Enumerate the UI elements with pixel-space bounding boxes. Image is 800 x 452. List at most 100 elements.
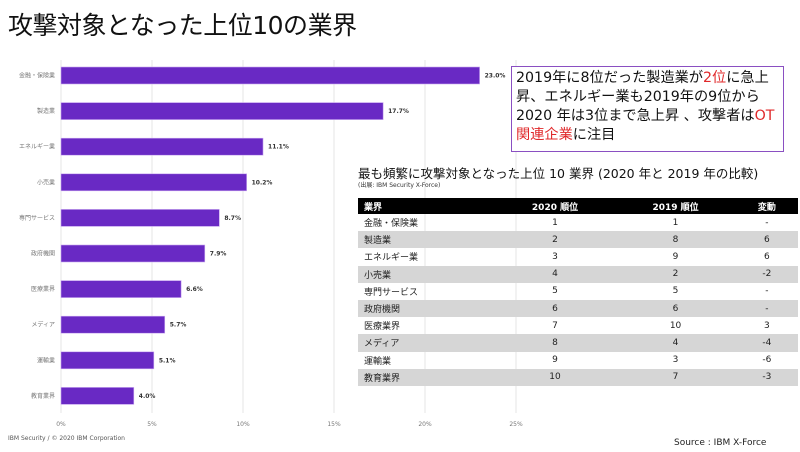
category-label: 小売業 — [37, 178, 55, 186]
source-note: Source : IBM X-Force — [674, 438, 767, 448]
callout-text: OT関連企業 — [516, 108, 775, 143]
page-title: 攻撃対象となった上位10の業界 — [8, 11, 357, 40]
table-cell: 運輸業 — [364, 356, 392, 367]
table-row: 医療業界 7 10 3 — [358, 317, 798, 334]
data-label: 4.0% — [139, 393, 156, 400]
table-cell: 7 — [615, 368, 736, 386]
x-tick-label: 25% — [509, 421, 523, 428]
table-header: 業界 2020 順位 2019 順位 変動 — [358, 198, 798, 214]
bar — [60, 351, 155, 370]
table-cell: 6 — [764, 251, 770, 262]
data-label: 17.7% — [388, 108, 409, 115]
x-tick-label: 15% — [327, 421, 341, 428]
table-cell: 1 — [672, 217, 679, 228]
bar — [60, 137, 264, 156]
table-cell: 4 — [615, 334, 736, 352]
table-cell: - — [735, 299, 798, 318]
table-cell: - — [765, 286, 769, 297]
table-cell: 9 — [672, 251, 679, 262]
bar — [60, 66, 480, 85]
callout-text: に注目 — [572, 127, 616, 143]
category-label: エネルギー業 — [19, 143, 55, 151]
table-row: メディア 8 4 -4 — [358, 334, 798, 352]
table-row: 製造業 2 8 6 — [358, 231, 798, 249]
bar — [60, 315, 166, 334]
table-cell: 8 — [615, 231, 736, 249]
table-cell: 2 — [615, 265, 736, 283]
table-cell: メディア — [358, 334, 495, 352]
x-tick-label: 5% — [147, 421, 157, 428]
table-cell: 6 — [615, 299, 736, 318]
table-row: 運輸業 9 3 -6 — [358, 352, 798, 369]
category-label: 製造業 — [37, 107, 55, 115]
x-tick-label: 10% — [236, 421, 250, 428]
data-label: 6.6% — [186, 286, 203, 293]
table-source: (出展: IBM Security X-Force) — [358, 182, 441, 189]
bar — [60, 280, 182, 298]
table-cell: 教育業界 — [358, 368, 495, 386]
x-tick-label: 0% — [56, 421, 66, 428]
table-row: 政府機関 6 6- — [358, 299, 798, 318]
data-label: 5.1% — [159, 357, 176, 364]
table-cell: 5 — [672, 286, 679, 297]
table-cell: 1 — [552, 217, 558, 228]
table-cell: 2 — [494, 231, 616, 249]
column-header: 2019 順位 — [615, 198, 736, 214]
category-label: 専門サービス — [19, 214, 55, 222]
category-label: 教育業界 — [31, 392, 55, 400]
table-cell: - — [765, 217, 769, 228]
callout-text: に急上昇、エネルギー業も2019年の9位から2020 年は3位まで急上昇 、攻撃… — [516, 70, 769, 124]
table-cell: 6 — [494, 299, 616, 318]
table-cell: 3 — [672, 355, 679, 366]
table-cell: 医療業界 — [364, 322, 401, 333]
table-cell: 10 — [669, 320, 682, 331]
bar — [60, 173, 247, 192]
x-tick-label: 20% — [418, 421, 432, 428]
table-row: エネルギー業 3 9 6 — [358, 248, 798, 265]
table-cell: 製造業 — [358, 231, 495, 249]
table-cell: 3 — [764, 320, 770, 331]
table-cell: -2 — [735, 265, 798, 283]
bar — [60, 244, 206, 263]
table-cell: -4 — [735, 334, 798, 352]
column-header: 変動 — [735, 198, 798, 214]
data-label: 10.2% — [252, 179, 273, 186]
table-cell: 金融・保険業 — [364, 219, 419, 230]
copyright-footer: IBM Security / © 2020 IBM Corporation — [8, 435, 125, 442]
table-title: 最も頻繁に攻撃対象となった上位 10 業界 (2020 年と 2019 年の比較… — [358, 166, 759, 181]
callout-text: 2019年に8位だった製造業が — [516, 70, 704, 86]
column-header: 業界 — [358, 198, 495, 214]
column-header: 2020 順位 — [494, 198, 616, 214]
bar — [60, 387, 135, 405]
table-cell: 10 — [494, 368, 616, 386]
table-cell: 3 — [552, 251, 558, 262]
table-cell: -3 — [735, 368, 798, 386]
table-cell: 8 — [494, 334, 616, 352]
table-row: 専門サービス 5 5 - — [358, 283, 798, 300]
bar — [60, 209, 220, 227]
table-cell: 小売業 — [358, 265, 495, 283]
table-cell: 6 — [735, 231, 798, 249]
table-row: 小売業 4 2 -2 — [358, 265, 798, 283]
data-label: 5.7% — [170, 322, 187, 329]
data-label: 8.7% — [224, 215, 241, 222]
category-label: 金融・保険業 — [19, 72, 55, 80]
table-cell: 7 — [552, 320, 558, 331]
category-label: 政府機関 — [31, 250, 55, 258]
table-cell: 専門サービス — [364, 287, 419, 298]
category-label: 運輸業 — [37, 356, 55, 364]
table-cell: 9 — [552, 355, 558, 366]
category-label: 医療業界 — [31, 285, 55, 293]
table-row: 金融・保険業 1 1 - — [358, 214, 798, 231]
data-label: 11.1% — [268, 144, 289, 151]
table-cell: 5 — [552, 286, 558, 297]
category-label: メディア — [31, 321, 55, 329]
data-label: 7.9% — [210, 251, 227, 258]
table-cell: 政府機関 — [358, 299, 495, 318]
table-cell: -6 — [762, 355, 772, 366]
ranking-table: 業界 2020 順位 2019 順位 変動 金融・保険業 1 1- 製造業 2 8 6 エネルギー業… — [358, 198, 798, 386]
table-cell: エネルギー業 — [364, 253, 419, 264]
table-row: 教育業界 10 7 -3 — [358, 368, 798, 386]
bar — [60, 102, 384, 120]
